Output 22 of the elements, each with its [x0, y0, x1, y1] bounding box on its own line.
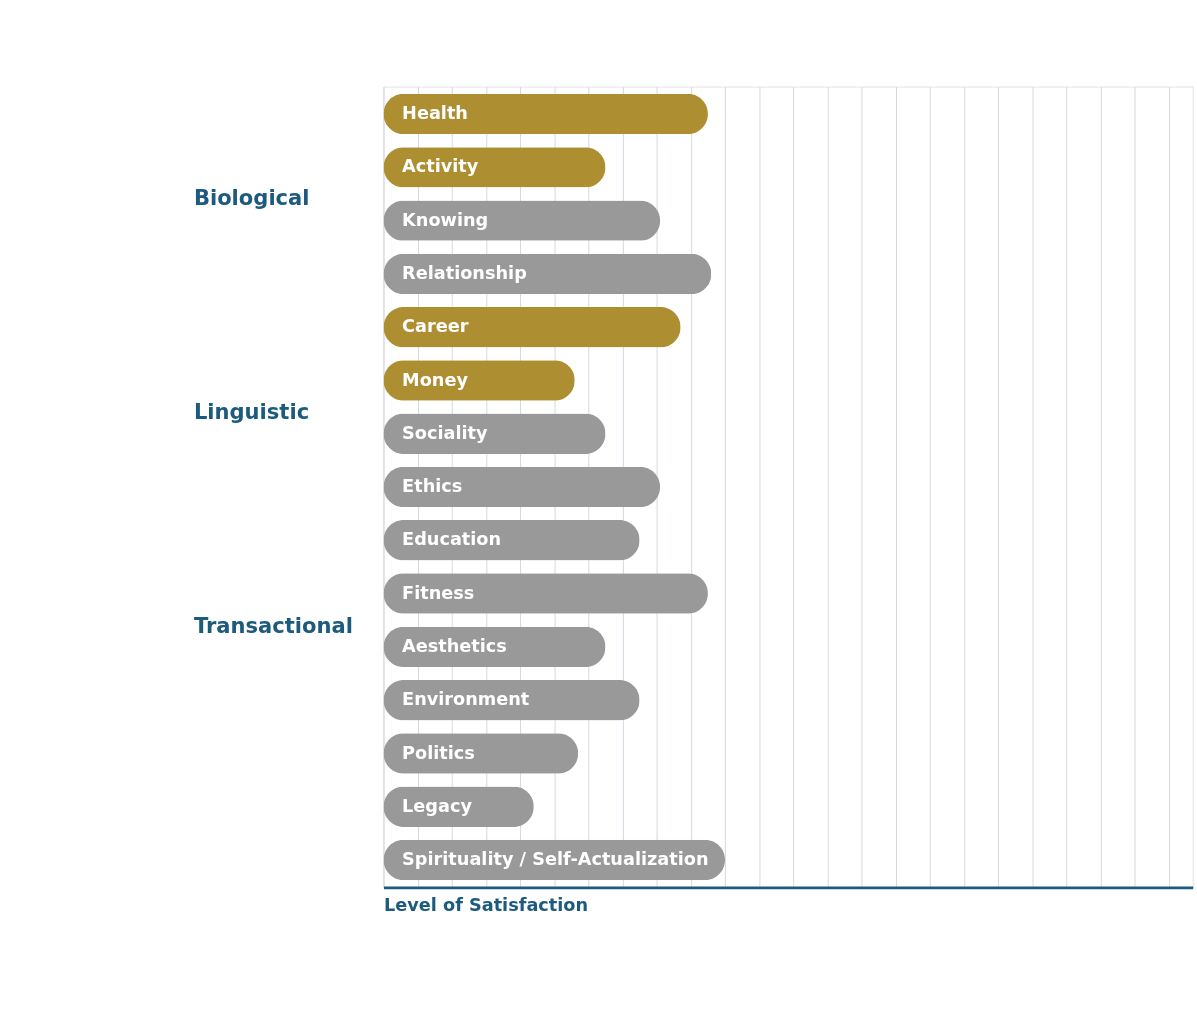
y-tick-label: Education	[402, 529, 502, 550]
y-tick-label: Relationship	[402, 262, 527, 283]
text: Transactional	[193, 612, 353, 638]
text: Biological	[193, 185, 310, 211]
y-tick-label: Environment	[402, 689, 530, 710]
bar	[383, 466, 661, 508]
bar	[383, 93, 708, 135]
x-axis-title: Level of Satisfaction	[383, 894, 589, 915]
y-tick-label: Legacy	[402, 795, 473, 816]
y-tick-label: Health	[402, 103, 468, 124]
y-tick-label: Activity	[402, 156, 479, 177]
y-tick-label: Aesthetics	[402, 635, 507, 656]
y-tick-label: Career	[402, 316, 469, 337]
text: Linguistic	[193, 399, 310, 425]
y-tick-label: Knowing	[402, 209, 489, 230]
bar	[383, 306, 681, 348]
y-tick-label: Sociality	[402, 422, 489, 443]
y-tick-label: Money	[402, 369, 469, 390]
y-tick-label: Ethics	[402, 476, 463, 497]
y-tick-label: Politics	[402, 742, 475, 763]
y-tick-label: Fitness	[402, 582, 475, 603]
y-tick-label: Spirituality / Self-Actualization	[402, 849, 709, 870]
